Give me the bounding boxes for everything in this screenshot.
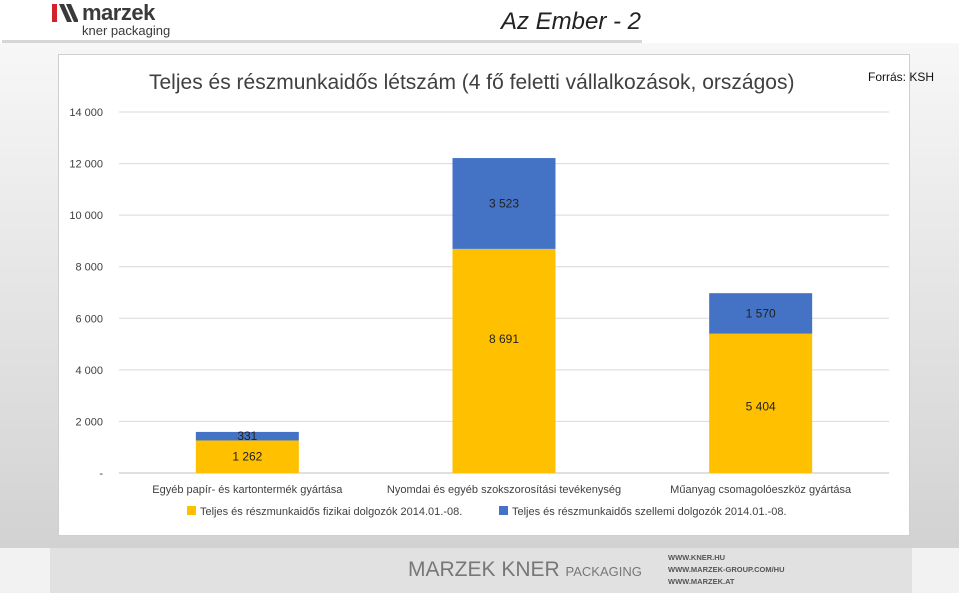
slide-header: marzek kner packaging Az Ember - 2 <box>0 0 959 43</box>
bar-segment <box>709 333 813 473</box>
footer-right-block <box>912 548 959 593</box>
stacked-bar-chart: Teljes és részmunkaidős létszám (4 fő fe… <box>69 71 889 518</box>
y-tick-label: - <box>99 468 103 480</box>
bar-segment <box>709 293 813 334</box>
data-label: 3 523 <box>489 196 519 210</box>
logo-mark-icon <box>52 4 78 22</box>
x-tick-label: Műanyag csomagolóeszköz gyártása <box>670 484 852 496</box>
footer-link[interactable]: WWW.MARZEK.AT <box>668 577 735 586</box>
legend-swatch <box>499 506 508 515</box>
slide-title: Az Ember - 2 <box>500 8 641 35</box>
y-tick-label: 14 000 <box>69 107 103 119</box>
logo-wordmark: marzek <box>82 0 155 25</box>
y-tick-label: 10 000 <box>69 210 103 222</box>
footer-brand-main: MARZEK KNER <box>408 558 560 581</box>
bar-segment <box>452 248 556 473</box>
footer-brand-small: PACKAGING <box>565 564 642 579</box>
footer-link[interactable]: WWW.KNER.HU <box>668 553 726 562</box>
data-label: 1 262 <box>232 450 262 464</box>
chart-title: Teljes és részmunkaidős létszám (4 fő fe… <box>149 71 794 94</box>
legend-label: Teljes és részmunkaidős fizikai dolgozók… <box>200 506 462 518</box>
data-label: 8 691 <box>489 332 519 346</box>
footer-brand: MARZEK KNER PACKAGING <box>408 558 642 582</box>
company-logo: marzek kner packaging <box>52 0 192 38</box>
footer-links: WWW.KNER.HU WWW.MARZEK-GROUP.COM/HU WWW.… <box>668 552 785 588</box>
x-tick-label: Egyéb papír- és kartontermék gyártása <box>152 484 343 496</box>
data-label: 5 404 <box>746 399 776 413</box>
y-tick-label: 4 000 <box>75 365 103 377</box>
footer-left-block <box>0 548 50 593</box>
footer-link[interactable]: WWW.MARZEK-GROUP.COM/HU <box>668 565 785 574</box>
legend-swatch <box>187 506 196 515</box>
bar-segment <box>195 440 299 473</box>
data-label: 1 570 <box>746 306 776 320</box>
slide-footer: MARZEK KNER PACKAGING WWW.KNER.HU WWW.MA… <box>0 548 959 593</box>
y-tick-label: 6 000 <box>75 313 103 325</box>
y-tick-label: 2 000 <box>75 416 103 428</box>
x-tick-label: Nyomdai és egyéb szokszorosítási tevéken… <box>387 484 621 496</box>
y-tick-label: 12 000 <box>69 159 103 171</box>
data-label: 331 <box>237 429 257 443</box>
chart-panel: Teljes és részmunkaidős létszám (4 fő fe… <box>58 54 910 536</box>
bar-segment <box>452 158 556 249</box>
source-note: Forrás: KSH <box>868 70 935 84</box>
y-tick-label: 8 000 <box>75 262 103 274</box>
logo-subtitle: kner packaging <box>82 23 171 38</box>
legend-label: Teljes és részmunkaidős szellemi dolgozó… <box>512 506 787 518</box>
bar-segment <box>195 431 299 441</box>
header-divider <box>2 40 642 43</box>
